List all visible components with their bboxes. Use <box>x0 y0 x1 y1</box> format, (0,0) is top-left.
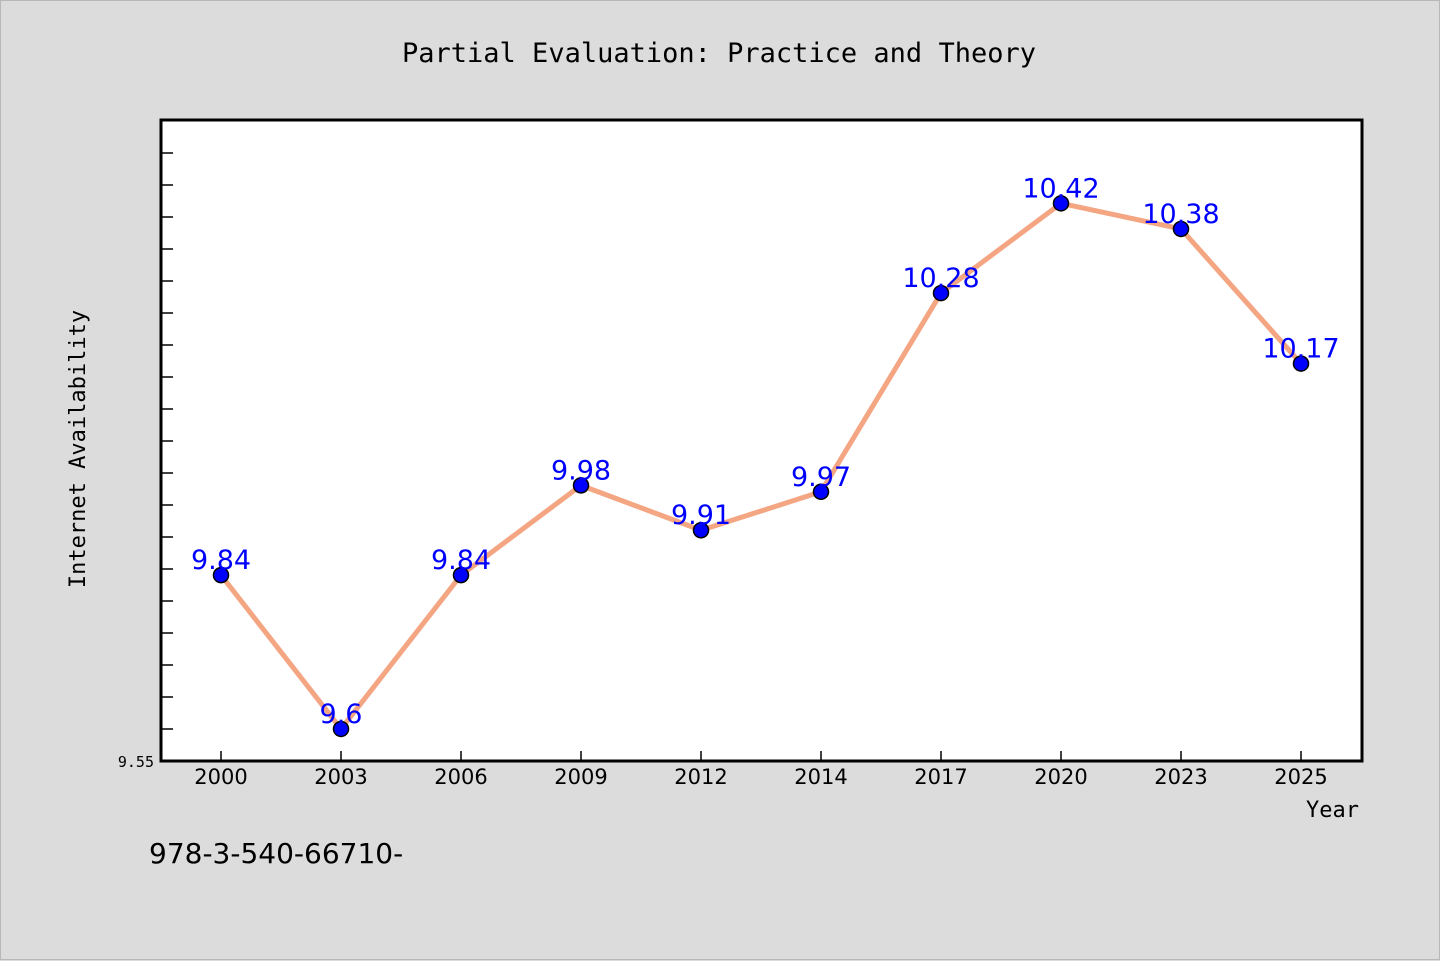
chart-title: Partial Evaluation: Practice and Theory <box>402 38 1036 69</box>
x-tick-label-2000: 2000 <box>194 765 247 789</box>
data-point-2014 <box>812 483 830 501</box>
data-label-2020: 10.42 <box>1022 173 1099 204</box>
data-point-2017 <box>932 284 950 302</box>
y-axis-ticks <box>161 152 173 730</box>
data-label-2017: 10.28 <box>902 263 979 294</box>
data-label-2023: 10.38 <box>1142 199 1219 230</box>
x-tick-label-2020: 2020 <box>1034 765 1087 789</box>
data-point-2003 <box>332 720 350 738</box>
x-tick-label-2012: 2012 <box>674 765 727 789</box>
x-tick-label-2017: 2017 <box>914 765 967 789</box>
x-axis-title: Year <box>1306 798 1359 823</box>
footnote-isbn: 978-3-540-66710- <box>149 837 403 870</box>
data-point-2025 <box>1292 355 1310 372</box>
x-tick-label-2025: 2025 <box>1274 765 1327 789</box>
x-tick-label-2023: 2023 <box>1154 765 1207 789</box>
x-axis-tick-labels: 2000 2003 2006 2009 2012 2014 2017 2020 2023 2025 <box>194 765 1327 789</box>
data-point-2023 <box>1172 220 1190 238</box>
data-label-2006: 9.84 <box>431 545 491 576</box>
data-label-2012: 9.91 <box>671 500 731 531</box>
data-label-2009: 9.98 <box>551 455 611 486</box>
data-label-2025: 10.17 <box>1262 334 1339 365</box>
series-markers <box>212 195 1310 738</box>
series-line <box>219 200 1303 732</box>
x-axis-ticks <box>220 751 1302 761</box>
data-point-2012 <box>692 521 710 539</box>
data-point-2020 <box>1052 195 1070 212</box>
x-tick-label-2014: 2014 <box>794 765 847 789</box>
data-point-2006 <box>452 566 470 584</box>
x-tick-label-2003: 2003 <box>314 765 367 789</box>
x-tick-label-2009: 2009 <box>554 765 607 789</box>
data-point-2009 <box>572 477 590 494</box>
y-axis-title: Internet Availability <box>66 310 91 588</box>
data-label-2014: 9.97 <box>791 462 851 493</box>
data-label-2003: 9.6 <box>320 699 363 730</box>
x-tick-label-2006: 2006 <box>434 765 487 789</box>
data-label-2000: 9.84 <box>191 545 251 576</box>
data-point-2000 <box>212 566 230 584</box>
data-labels: 9.84 9.6 9.84 9.98 9.91 9.97 10.28 10.42 10.38 10… <box>191 173 1340 730</box>
y-tick-label-min: 9.55 <box>118 753 154 771</box>
